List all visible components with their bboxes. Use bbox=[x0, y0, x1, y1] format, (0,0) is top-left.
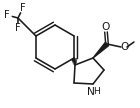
Text: H: H bbox=[94, 87, 100, 97]
Text: F: F bbox=[15, 23, 21, 33]
Text: N: N bbox=[87, 87, 95, 97]
Text: F: F bbox=[20, 3, 26, 13]
Polygon shape bbox=[93, 42, 109, 58]
Text: O: O bbox=[121, 42, 129, 52]
Text: F: F bbox=[4, 10, 10, 20]
Text: O: O bbox=[102, 22, 110, 32]
